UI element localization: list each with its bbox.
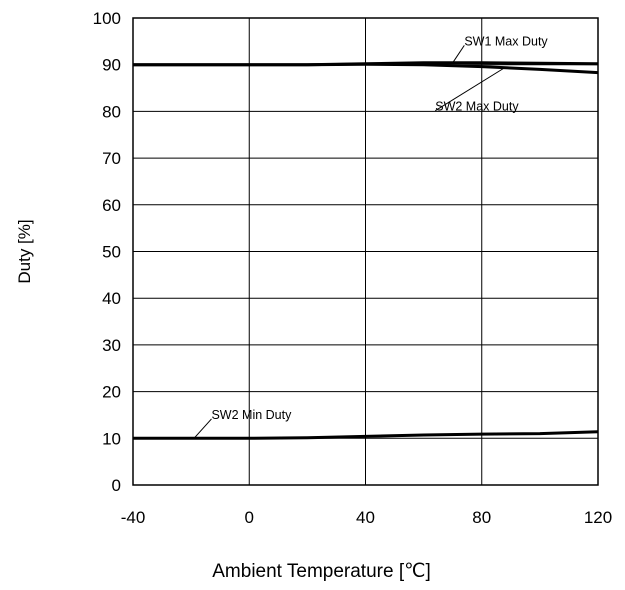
y-tick-label-100: 100 [93, 9, 121, 28]
x-axis-label: Ambient Temperature [℃] [212, 561, 430, 582]
annotation-label-sw1-max-duty: SW1 Max Duty [464, 34, 548, 48]
y-tick-label-50: 50 [102, 243, 121, 262]
x-tick-label-40: -40 [121, 508, 146, 527]
grid [132, 17, 599, 486]
annotation-leader-sw2-min-duty [193, 418, 212, 439]
y-tick-label-80: 80 [102, 102, 121, 121]
annotation-label-sw2-min-duty: SW2 Min Duty [211, 408, 292, 422]
x-tick-label-80: 80 [472, 508, 491, 527]
series-line-sw2-min-duty [133, 430, 599, 440]
annotation-label-sw2-max-duty: SW2 Max Duty [435, 100, 519, 114]
series-line-sw2-max-duty [133, 62, 599, 75]
y-tick-label-0: 0 [112, 476, 121, 495]
annotations: SW1 Max Duty SW2 Max Duty SW2 Min Duty [193, 34, 548, 439]
x-tick-label-0: 0 [245, 508, 254, 527]
y-tick-label-20: 20 [102, 383, 121, 402]
annotation-leader-sw2-max-duty [434, 67, 506, 112]
y-tick-label-60: 60 [102, 196, 121, 215]
y-tick-label-90: 90 [102, 56, 121, 75]
series-lines [133, 61, 599, 440]
y-tick-label-10: 10 [102, 429, 121, 448]
y-tick-label-30: 30 [102, 336, 121, 355]
plot-border [132, 17, 599, 486]
x-tick-labels: -40 0 40 80 120 [121, 508, 612, 527]
y-tick-label-40: 40 [102, 289, 121, 308]
y-axis-label: Duty [%] [15, 219, 34, 283]
plot-frame [132, 17, 599, 486]
x-tick-label-120: 120 [584, 508, 612, 527]
y-tick-label-70: 70 [102, 149, 121, 168]
x-tick-label-40: 40 [356, 508, 375, 527]
y-tick-labels: 0 10 20 30 40 50 60 70 80 90 100 [93, 9, 121, 495]
annotation-leader-sw1-max-duty [452, 45, 465, 64]
